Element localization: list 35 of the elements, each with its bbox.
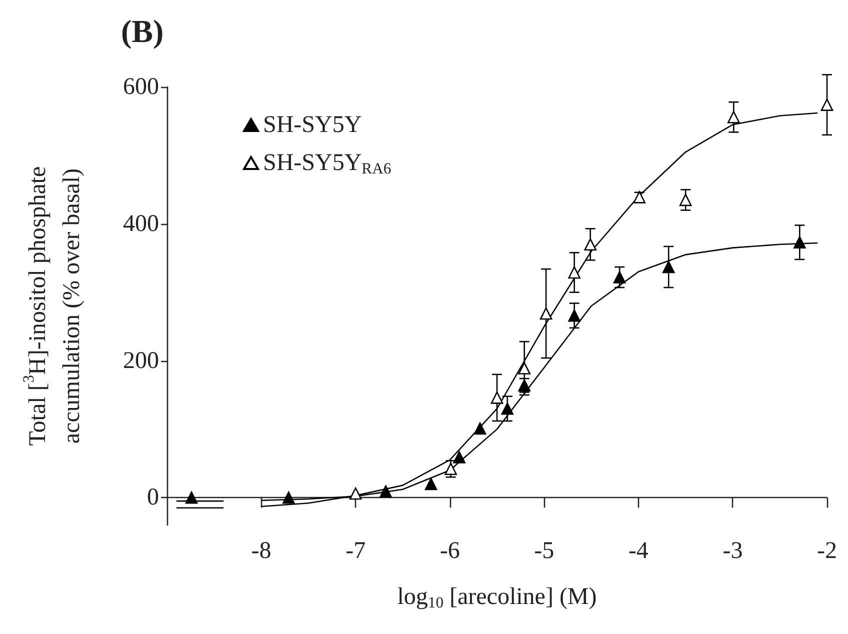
- y-tick-label: 0: [147, 484, 159, 511]
- x-tick-label: -4: [628, 538, 648, 564]
- x-tick-label: -2: [817, 538, 838, 564]
- point: [380, 485, 392, 498]
- point: [679, 194, 692, 206]
- point: [424, 478, 438, 490]
- x-tick-label: -5: [534, 538, 554, 564]
- point: [444, 462, 457, 476]
- legend-label: SH-SY5Y: [263, 112, 362, 138]
- point: [501, 402, 514, 415]
- point: [349, 487, 362, 500]
- x-tick-label: -6: [440, 538, 460, 564]
- point: [453, 451, 466, 464]
- point: [540, 307, 552, 320]
- point: [185, 491, 198, 504]
- point: [518, 362, 530, 374]
- point: [282, 491, 295, 504]
- x-tick-label: -7: [346, 538, 366, 564]
- y-tick-label: 200: [123, 348, 159, 374]
- chart-title: (B): [121, 13, 164, 49]
- point: [633, 191, 646, 204]
- point: [728, 110, 740, 124]
- point: [794, 236, 806, 249]
- point: [474, 422, 486, 435]
- y-tick-label: 600: [123, 74, 159, 100]
- y-tick-label: 400: [123, 210, 159, 237]
- x-tick-label: -3: [722, 538, 743, 564]
- x-tick-label: -8: [251, 538, 272, 564]
- point: [662, 260, 675, 274]
- point: [820, 98, 834, 111]
- point: [490, 392, 504, 404]
- point: [613, 271, 626, 284]
- point: [568, 309, 580, 322]
- point: [568, 266, 580, 279]
- point: [584, 238, 596, 251]
